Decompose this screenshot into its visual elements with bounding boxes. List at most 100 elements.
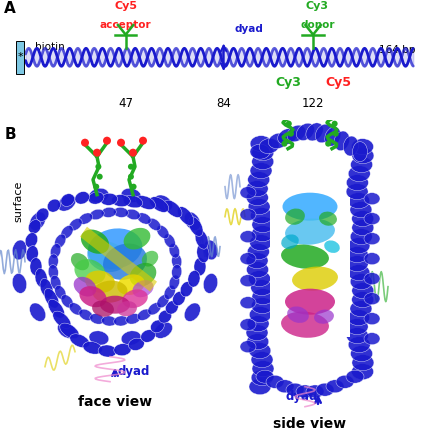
- Ellipse shape: [137, 309, 151, 320]
- Ellipse shape: [319, 212, 337, 226]
- Ellipse shape: [251, 370, 273, 386]
- Ellipse shape: [184, 303, 200, 321]
- Ellipse shape: [346, 328, 368, 344]
- Ellipse shape: [248, 198, 270, 215]
- Ellipse shape: [55, 286, 66, 300]
- Text: surface: surface: [13, 181, 23, 222]
- Text: side view: side view: [273, 417, 347, 431]
- Ellipse shape: [203, 240, 218, 260]
- Ellipse shape: [364, 232, 380, 245]
- Circle shape: [81, 139, 89, 147]
- Ellipse shape: [150, 197, 169, 212]
- Ellipse shape: [128, 338, 144, 351]
- Ellipse shape: [247, 334, 269, 350]
- Ellipse shape: [249, 307, 271, 323]
- Ellipse shape: [88, 229, 142, 269]
- Ellipse shape: [250, 163, 272, 179]
- Ellipse shape: [136, 196, 155, 210]
- Ellipse shape: [252, 361, 274, 377]
- Ellipse shape: [197, 244, 209, 263]
- Circle shape: [296, 93, 304, 101]
- Ellipse shape: [79, 286, 106, 307]
- Ellipse shape: [281, 312, 329, 338]
- Bar: [270, 197, 350, 337]
- Ellipse shape: [172, 264, 182, 279]
- Ellipse shape: [246, 190, 268, 206]
- Ellipse shape: [247, 316, 269, 332]
- Ellipse shape: [75, 191, 89, 204]
- Text: Cy3: Cy3: [275, 76, 301, 89]
- Circle shape: [131, 184, 137, 190]
- Ellipse shape: [287, 306, 309, 323]
- Ellipse shape: [336, 375, 354, 389]
- Ellipse shape: [74, 277, 96, 297]
- Circle shape: [128, 164, 134, 170]
- Ellipse shape: [53, 311, 71, 328]
- Ellipse shape: [71, 253, 89, 271]
- Text: biotin: biotin: [35, 42, 65, 52]
- Ellipse shape: [316, 383, 334, 396]
- Ellipse shape: [81, 229, 109, 254]
- Ellipse shape: [248, 244, 269, 259]
- Ellipse shape: [141, 330, 155, 342]
- Ellipse shape: [364, 293, 380, 305]
- Ellipse shape: [35, 268, 47, 288]
- Ellipse shape: [55, 234, 66, 248]
- Text: donor: donor: [300, 20, 334, 30]
- Ellipse shape: [348, 265, 370, 281]
- Text: face view: face view: [78, 395, 152, 409]
- Ellipse shape: [61, 194, 75, 206]
- Text: A: A: [4, 1, 16, 16]
- Ellipse shape: [58, 322, 76, 338]
- Ellipse shape: [246, 181, 268, 197]
- Circle shape: [95, 164, 101, 170]
- Ellipse shape: [350, 274, 372, 290]
- Ellipse shape: [286, 383, 304, 396]
- Ellipse shape: [251, 352, 273, 368]
- Ellipse shape: [169, 244, 179, 258]
- Ellipse shape: [101, 207, 116, 217]
- Ellipse shape: [249, 343, 271, 358]
- Ellipse shape: [25, 232, 37, 248]
- Ellipse shape: [240, 231, 256, 243]
- Ellipse shape: [240, 274, 256, 287]
- Ellipse shape: [30, 258, 42, 276]
- Ellipse shape: [252, 145, 274, 161]
- Ellipse shape: [157, 225, 169, 239]
- Ellipse shape: [90, 314, 104, 324]
- Ellipse shape: [148, 218, 161, 231]
- Ellipse shape: [85, 271, 115, 293]
- Ellipse shape: [100, 193, 118, 206]
- Ellipse shape: [306, 385, 324, 398]
- Ellipse shape: [98, 345, 117, 357]
- Ellipse shape: [48, 254, 58, 269]
- Text: dyad: dyad: [234, 23, 263, 34]
- Ellipse shape: [194, 258, 206, 276]
- Circle shape: [288, 131, 294, 137]
- Text: Cy5: Cy5: [325, 76, 351, 89]
- Ellipse shape: [92, 301, 114, 317]
- Ellipse shape: [240, 297, 256, 309]
- Bar: [16, 41, 24, 74]
- Ellipse shape: [50, 244, 61, 258]
- Ellipse shape: [12, 240, 26, 260]
- Ellipse shape: [148, 303, 161, 315]
- Ellipse shape: [251, 297, 273, 314]
- Ellipse shape: [130, 263, 156, 286]
- Ellipse shape: [188, 217, 203, 236]
- Ellipse shape: [364, 333, 380, 345]
- Ellipse shape: [203, 274, 218, 293]
- Ellipse shape: [12, 274, 26, 293]
- Text: *: *: [17, 52, 23, 62]
- Ellipse shape: [89, 188, 109, 202]
- Ellipse shape: [348, 238, 370, 254]
- Text: dyad: dyad: [118, 365, 150, 377]
- Ellipse shape: [281, 234, 299, 249]
- Ellipse shape: [61, 295, 73, 308]
- Ellipse shape: [50, 275, 61, 290]
- Ellipse shape: [326, 380, 344, 393]
- Ellipse shape: [348, 193, 370, 209]
- Text: 164 bp: 164 bp: [379, 46, 415, 55]
- Ellipse shape: [75, 259, 106, 284]
- Circle shape: [340, 93, 348, 101]
